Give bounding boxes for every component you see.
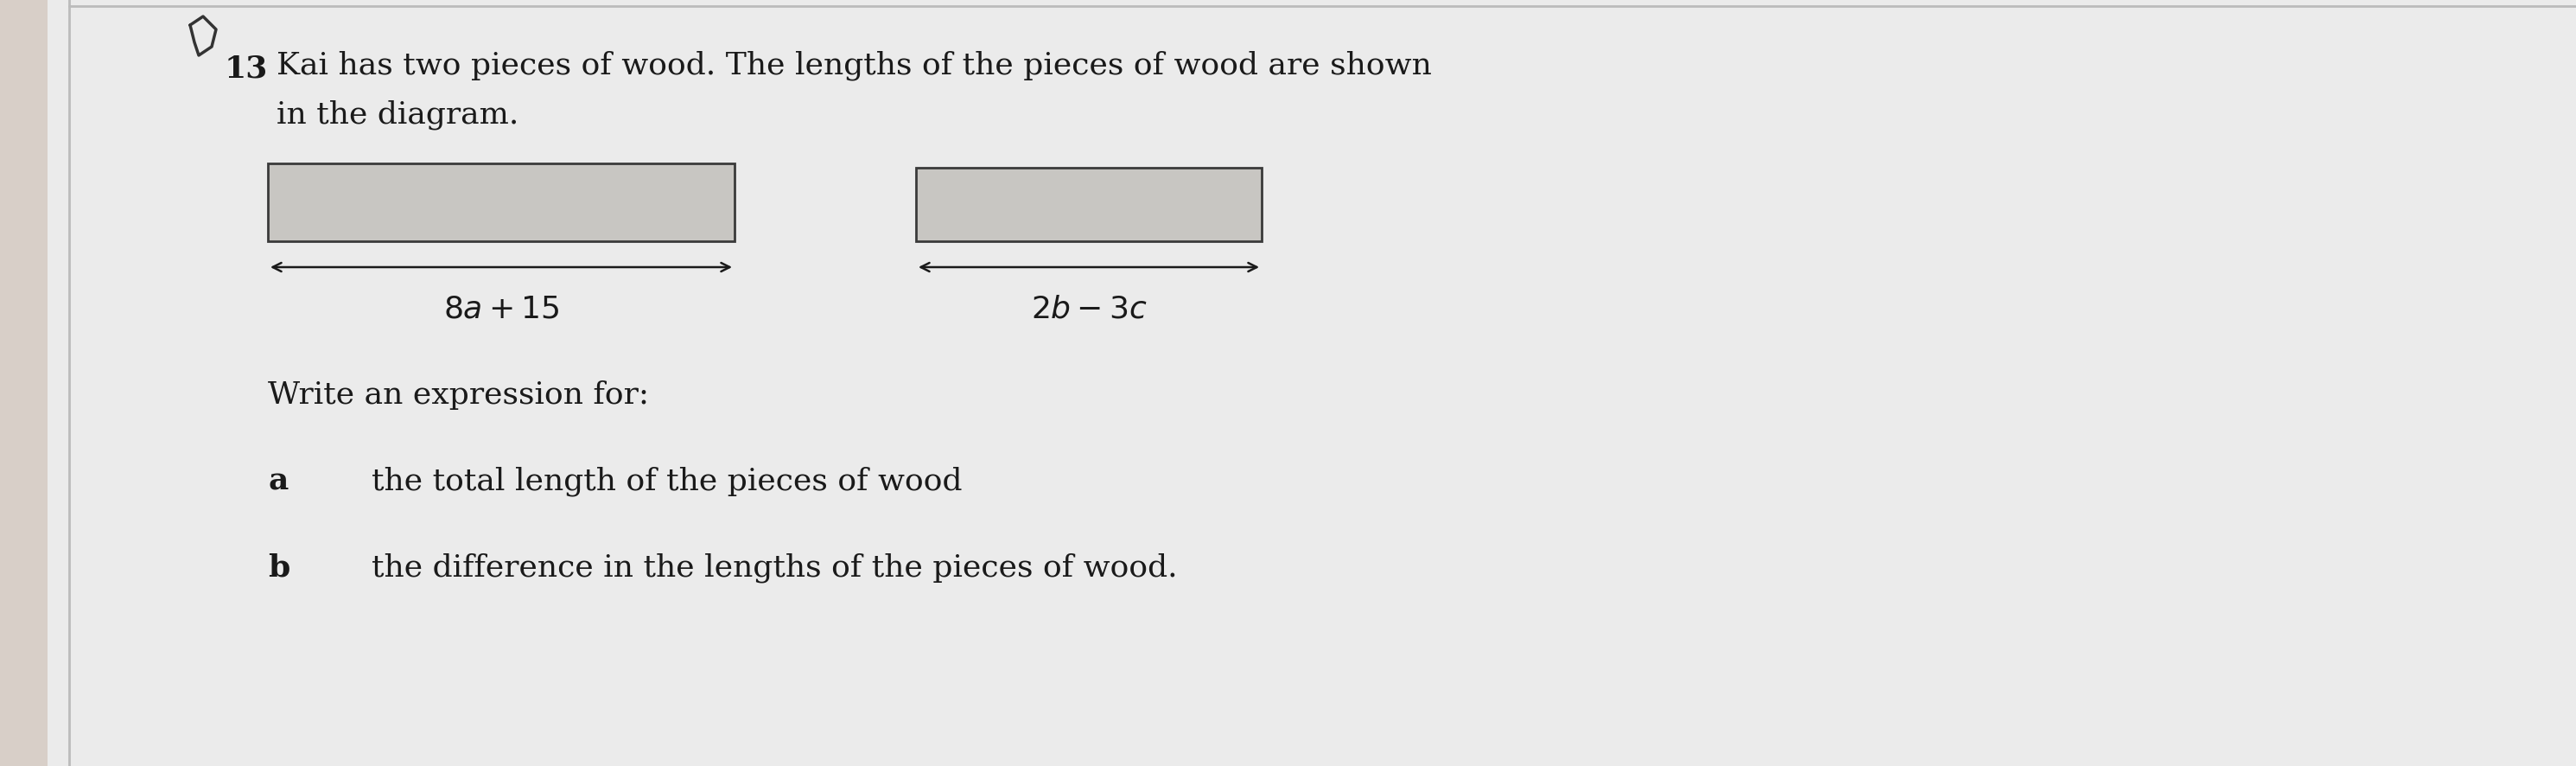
Text: a: a [268,466,289,496]
Text: Kai has two pieces of wood. The lengths of the pieces of wood are shown: Kai has two pieces of wood. The lengths … [276,50,1432,80]
Bar [0,0,46,766]
Text: $2b - 3c$: $2b - 3c$ [1030,293,1146,323]
Text: 13: 13 [224,54,268,83]
Text: the total length of the pieces of wood: the total length of the pieces of wood [371,466,963,496]
Text: Write an expression for:: Write an expression for: [268,380,649,409]
Text: $8a + 15$: $8a + 15$ [443,293,559,323]
Text: b: b [268,553,289,582]
Bar [917,169,1262,242]
Text: in the diagram.: in the diagram. [276,100,518,129]
Bar [268,164,734,242]
Text: the difference in the lengths of the pieces of wood.: the difference in the lengths of the pie… [371,553,1177,582]
